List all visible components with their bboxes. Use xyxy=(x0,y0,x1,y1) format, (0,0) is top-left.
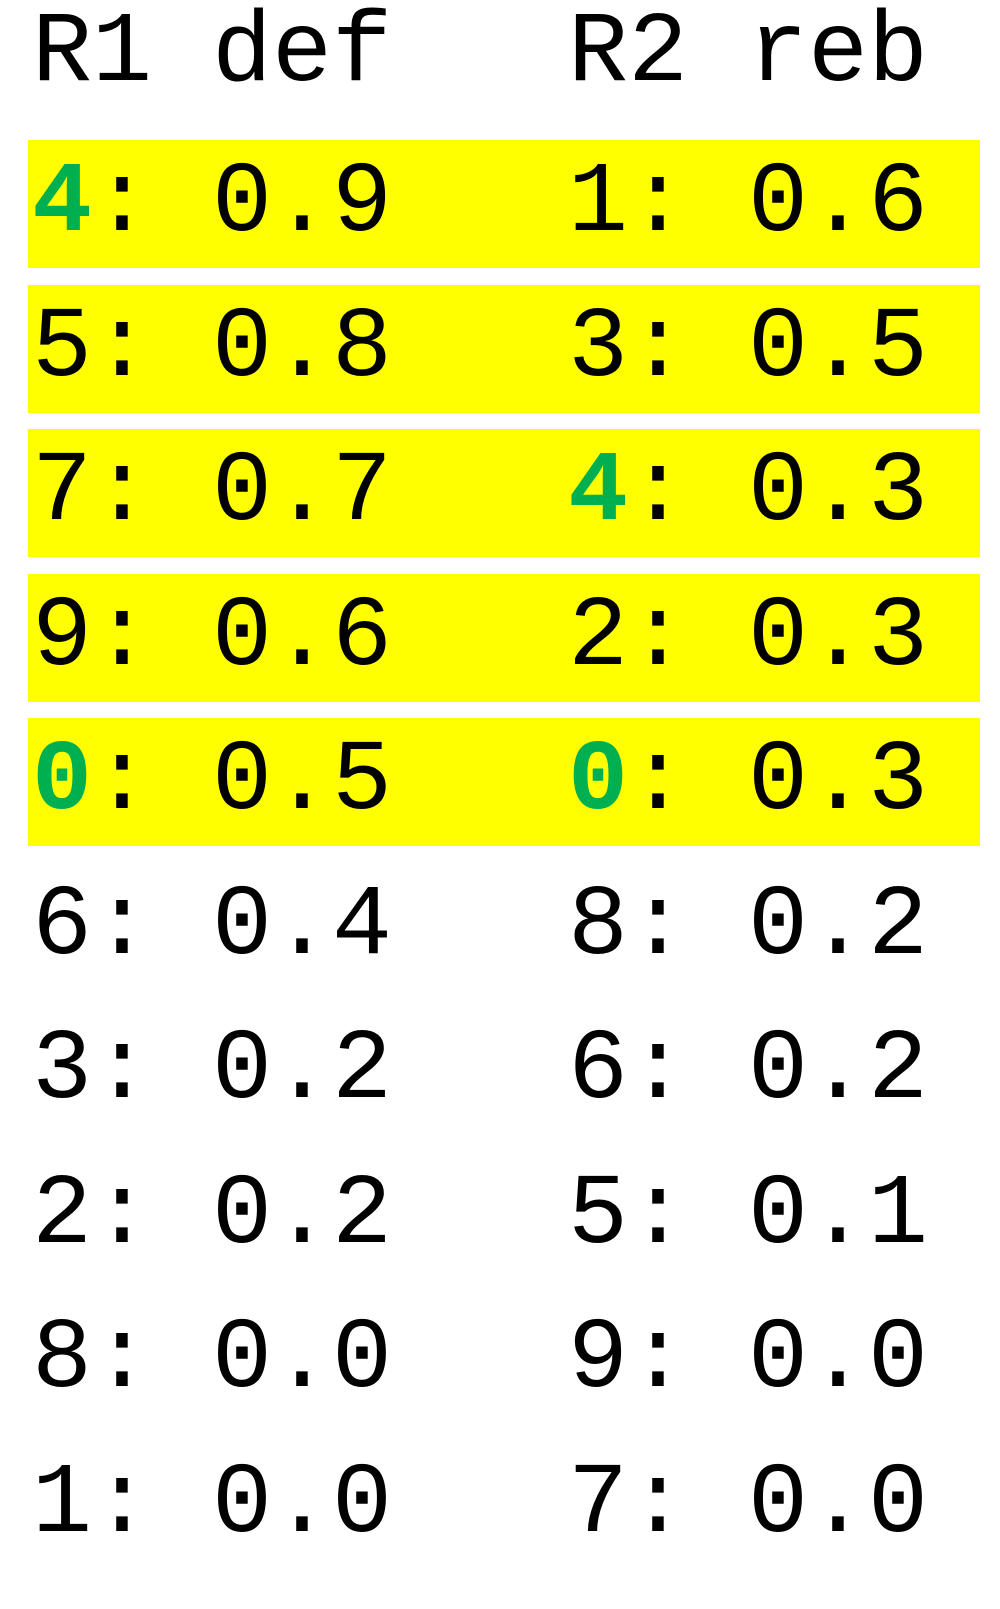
table-row: 7: 0.7 4: 0.3 xyxy=(0,429,1000,559)
highlight-band xyxy=(28,284,980,413)
left-entry: 1: 0.0 xyxy=(32,1441,392,1571)
right-entry-key: 3 xyxy=(568,292,629,406)
right-entry-value: : 0.6 xyxy=(628,148,929,261)
right-entry: 6: 0.2 xyxy=(568,1007,928,1137)
table-row: 5: 0.8 3: 0.5 xyxy=(0,284,1000,415)
table-row: 8: 0.0 9: 0.0 xyxy=(0,1296,1000,1426)
left-entry-key: 8 xyxy=(32,1304,93,1417)
left-entry-value: : 0.4 xyxy=(92,870,393,984)
right-entry: 7: 0.0 xyxy=(568,1441,928,1571)
left-entry: 9: 0.6 xyxy=(32,574,392,704)
right-entry-value: : 0.5 xyxy=(628,292,929,406)
right-entry: 5: 0.1 xyxy=(568,1152,928,1282)
left-entry-key: 6 xyxy=(32,870,93,984)
left-entry-key: 5 xyxy=(32,292,93,406)
table-row: 1: 0.0 7: 0.0 xyxy=(0,1441,1000,1571)
left-entry: 4: 0.9 xyxy=(32,140,392,270)
left-entry-key: 0 xyxy=(32,726,93,839)
left-entry-value: : 0.2 xyxy=(92,1015,393,1128)
right-entry-key: 1 xyxy=(568,148,629,261)
right-entry: 3: 0.5 xyxy=(568,285,928,415)
right-entry-key: 9 xyxy=(568,1304,629,1417)
right-entry-value: : 0.0 xyxy=(628,1304,929,1417)
left-entry-value: : 0.8 xyxy=(92,292,393,406)
right-entry-key: 7 xyxy=(568,1448,629,1562)
left-entry-value: : 0.6 xyxy=(92,581,393,695)
right-entry-key: 4 xyxy=(568,437,629,550)
right-entry-value: : 0.2 xyxy=(628,1015,929,1128)
right-entry: 0: 0.3 xyxy=(568,718,928,848)
left-entry-key: 9 xyxy=(32,581,93,695)
left-entry: 6: 0.4 xyxy=(32,863,392,993)
right-entry: 8: 0.2 xyxy=(568,863,928,993)
highlight-band xyxy=(28,573,980,702)
right-entry: 4: 0.3 xyxy=(568,429,928,559)
left-entry-value: : 0.7 xyxy=(92,437,393,550)
table-row: 9: 0.6 2: 0.3 xyxy=(0,573,1000,704)
left-entry-value: : 0.0 xyxy=(92,1304,393,1417)
right-entry: 1: 0.6 xyxy=(568,140,928,270)
left-entry: 5: 0.8 xyxy=(32,285,392,415)
left-entry-key: 4 xyxy=(32,148,93,261)
right-entry-value: : 0.3 xyxy=(628,581,929,695)
right-entry-key: 8 xyxy=(568,870,629,984)
left-entry-value: : 0.0 xyxy=(92,1448,393,1562)
highlight-band xyxy=(28,718,980,846)
left-entry-key: 7 xyxy=(32,437,93,550)
highlight-band xyxy=(28,429,980,557)
left-entry-value: : 0.9 xyxy=(92,148,393,261)
left-entry: 0: 0.5 xyxy=(32,718,392,848)
left-entry-value: : 0.5 xyxy=(92,726,393,839)
right-entry-value: : 0.3 xyxy=(628,437,929,550)
right-entry-key: 2 xyxy=(568,581,629,695)
right-entry-key: 0 xyxy=(568,726,629,839)
table-row: 3: 0.2 6: 0.2 xyxy=(0,1007,1000,1137)
left-entry-key: 1 xyxy=(32,1448,93,1562)
left-entry-key: 3 xyxy=(32,1015,93,1128)
right-entry-value: : 0.0 xyxy=(628,1448,929,1562)
left-entry-value: : 0.2 xyxy=(92,1159,393,1273)
left-entry: 3: 0.2 xyxy=(32,1007,392,1137)
header-right: R2 reb xyxy=(568,0,929,111)
table-row: 2: 0.2 5: 0.1 xyxy=(0,1152,1000,1282)
table-row: 4: 0.9 1: 0.6 xyxy=(0,140,1000,270)
right-entry: 9: 0.0 xyxy=(568,1296,928,1426)
header-left: R1 def xyxy=(32,0,393,111)
table-header: R1 def R2 reb xyxy=(0,0,1000,110)
left-entry-key: 2 xyxy=(32,1159,93,1273)
left-entry: 8: 0.0 xyxy=(32,1296,392,1426)
right-entry-key: 5 xyxy=(568,1159,629,1273)
right-entry-value: : 0.3 xyxy=(628,726,929,839)
left-entry: 2: 0.2 xyxy=(32,1152,392,1282)
table-row: 6: 0.4 8: 0.2 xyxy=(0,863,1000,993)
table-row: 0: 0.5 0: 0.3 xyxy=(0,718,1000,848)
right-entry: 2: 0.3 xyxy=(568,574,928,704)
left-entry: 7: 0.7 xyxy=(32,429,392,559)
highlight-band xyxy=(28,140,980,268)
right-entry-value: : 0.2 xyxy=(628,870,929,984)
right-entry-value: : 0.1 xyxy=(628,1159,929,1273)
right-entry-key: 6 xyxy=(568,1015,629,1128)
